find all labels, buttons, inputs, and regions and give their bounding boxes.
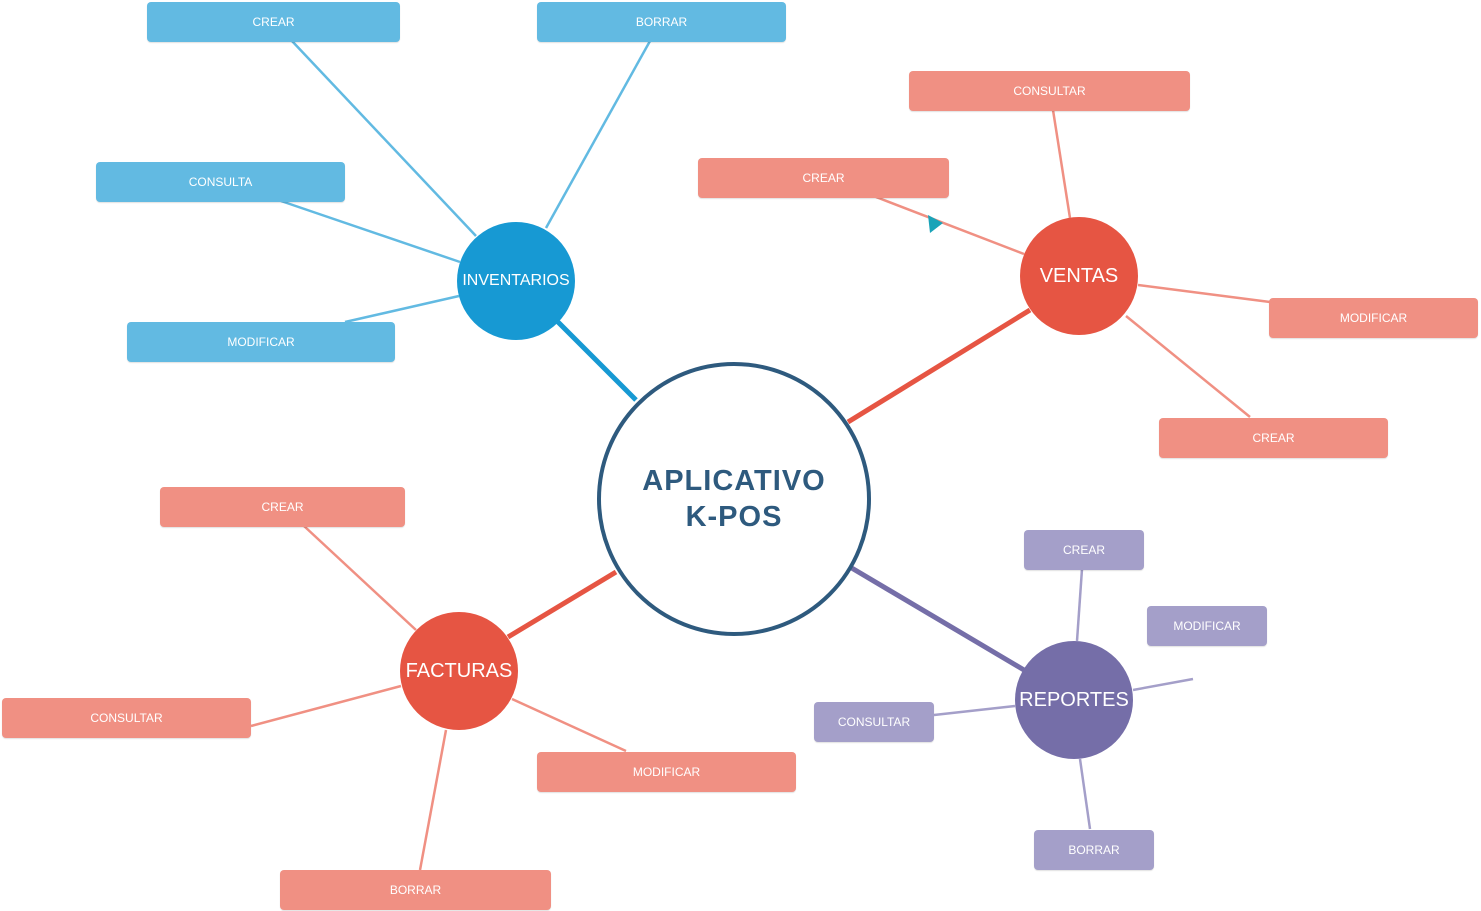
connector-center-reportes [848, 564, 1026, 673]
inventarios-consulta-node[interactable]: CONSULTA [96, 162, 345, 202]
reportes-node[interactable]: REPORTES [1015, 641, 1133, 759]
ventas-modificar-node[interactable]: MODIFICAR [1269, 298, 1478, 338]
connector-inv-consulta [280, 199, 461, 264]
connector-fac-consultar [250, 684, 402, 728]
inventarios-consulta-label: CONSULTA [188, 175, 253, 189]
ventas-node[interactable]: VENTAS [1020, 217, 1138, 335]
inventarios-modificar-node[interactable]: MODIFICAR [127, 322, 395, 362]
facturas-consultar-label: CONSULTAR [90, 711, 163, 725]
reportes-consultar-label: CONSULTAR [837, 715, 911, 729]
ventas-crear-label: CREAR [802, 171, 845, 185]
connector-fac-borrar [418, 729, 448, 871]
connector-ven-consultar [1051, 109, 1072, 219]
ventas-consultar-label: CONSULTAR [1013, 84, 1086, 98]
central-topic-node[interactable]: APLICATIVO K-POS [597, 362, 871, 636]
facturas-crear-node[interactable]: CREAR [160, 487, 405, 527]
connector-center-ventas [846, 307, 1032, 425]
central-topic-line1: APLICATIVO [642, 465, 826, 497]
inventarios-node[interactable]: INVENTARIOS [457, 222, 575, 340]
reportes-crear-node[interactable]: CREAR [1024, 530, 1144, 570]
ventas-consultar-node[interactable]: CONSULTAR [909, 71, 1190, 111]
connector-inv-borrar [544, 40, 652, 229]
facturas-modificar-label: MODIFICAR [632, 765, 701, 779]
reportes-consultar-node[interactable]: CONSULTAR [814, 702, 934, 742]
ventas-crear-node[interactable]: CREAR [698, 158, 949, 198]
ventas-modificar-label: MODIFICAR [1339, 311, 1408, 325]
facturas-crear-label: CREAR [261, 500, 304, 514]
reportes-borrar-label: BORRAR [1068, 843, 1120, 857]
reportes-modificar-node[interactable]: MODIFICAR [1147, 606, 1267, 646]
connector-ven-crear [875, 195, 1025, 256]
inventarios-borrar-label: BORRAR [635, 15, 688, 29]
inventarios-crear-label: CREAR [252, 15, 295, 29]
connector-ven-crear2 [1125, 315, 1251, 418]
facturas-consultar-node[interactable]: CONSULTAR [2, 698, 251, 738]
inventarios-label: INVENTARIOS [462, 272, 570, 289]
facturas-borrar-node[interactable]: BORRAR [280, 870, 551, 910]
inventarios-borrar-node[interactable]: BORRAR [537, 2, 786, 42]
ventas-label: VENTAS [1039, 264, 1119, 287]
reportes-label: REPORTES [1019, 688, 1129, 711]
cursor-arrow-icon [928, 215, 943, 233]
inventarios-modificar-label: MODIFICAR [227, 335, 295, 349]
connector-inv-crear [291, 40, 477, 237]
connector-ven-modificar [1137, 283, 1271, 304]
facturas-label: FACTURAS [405, 659, 513, 682]
facturas-borrar-label: BORRAR [389, 883, 442, 897]
reportes-modificar-label: MODIFICAR [1173, 619, 1241, 633]
connector-inv-modificar [344, 294, 460, 324]
connector-rep-modificar [1132, 677, 1194, 692]
connector-rep-consultar [933, 704, 1016, 717]
connector-center-inventarios [556, 320, 638, 402]
inventarios-crear-node[interactable]: CREAR [147, 2, 400, 42]
connector-fac-modificar [511, 697, 627, 753]
connector-rep-crear [1075, 568, 1084, 642]
central-topic-line2: K-POS [685, 501, 783, 533]
reportes-crear-label: CREAR [1062, 543, 1105, 557]
connector-rep-borrar [1078, 758, 1092, 830]
ventas-crear-2-label: CREAR [1252, 431, 1295, 445]
reportes-borrar-node[interactable]: BORRAR [1034, 830, 1154, 870]
connector-center-facturas [506, 569, 618, 640]
ventas-crear-2-node[interactable]: CREAR [1159, 418, 1388, 458]
facturas-node[interactable]: FACTURAS [400, 612, 518, 730]
connector-fac-crear [303, 525, 417, 631]
facturas-modificar-node[interactable]: MODIFICAR [537, 752, 796, 792]
